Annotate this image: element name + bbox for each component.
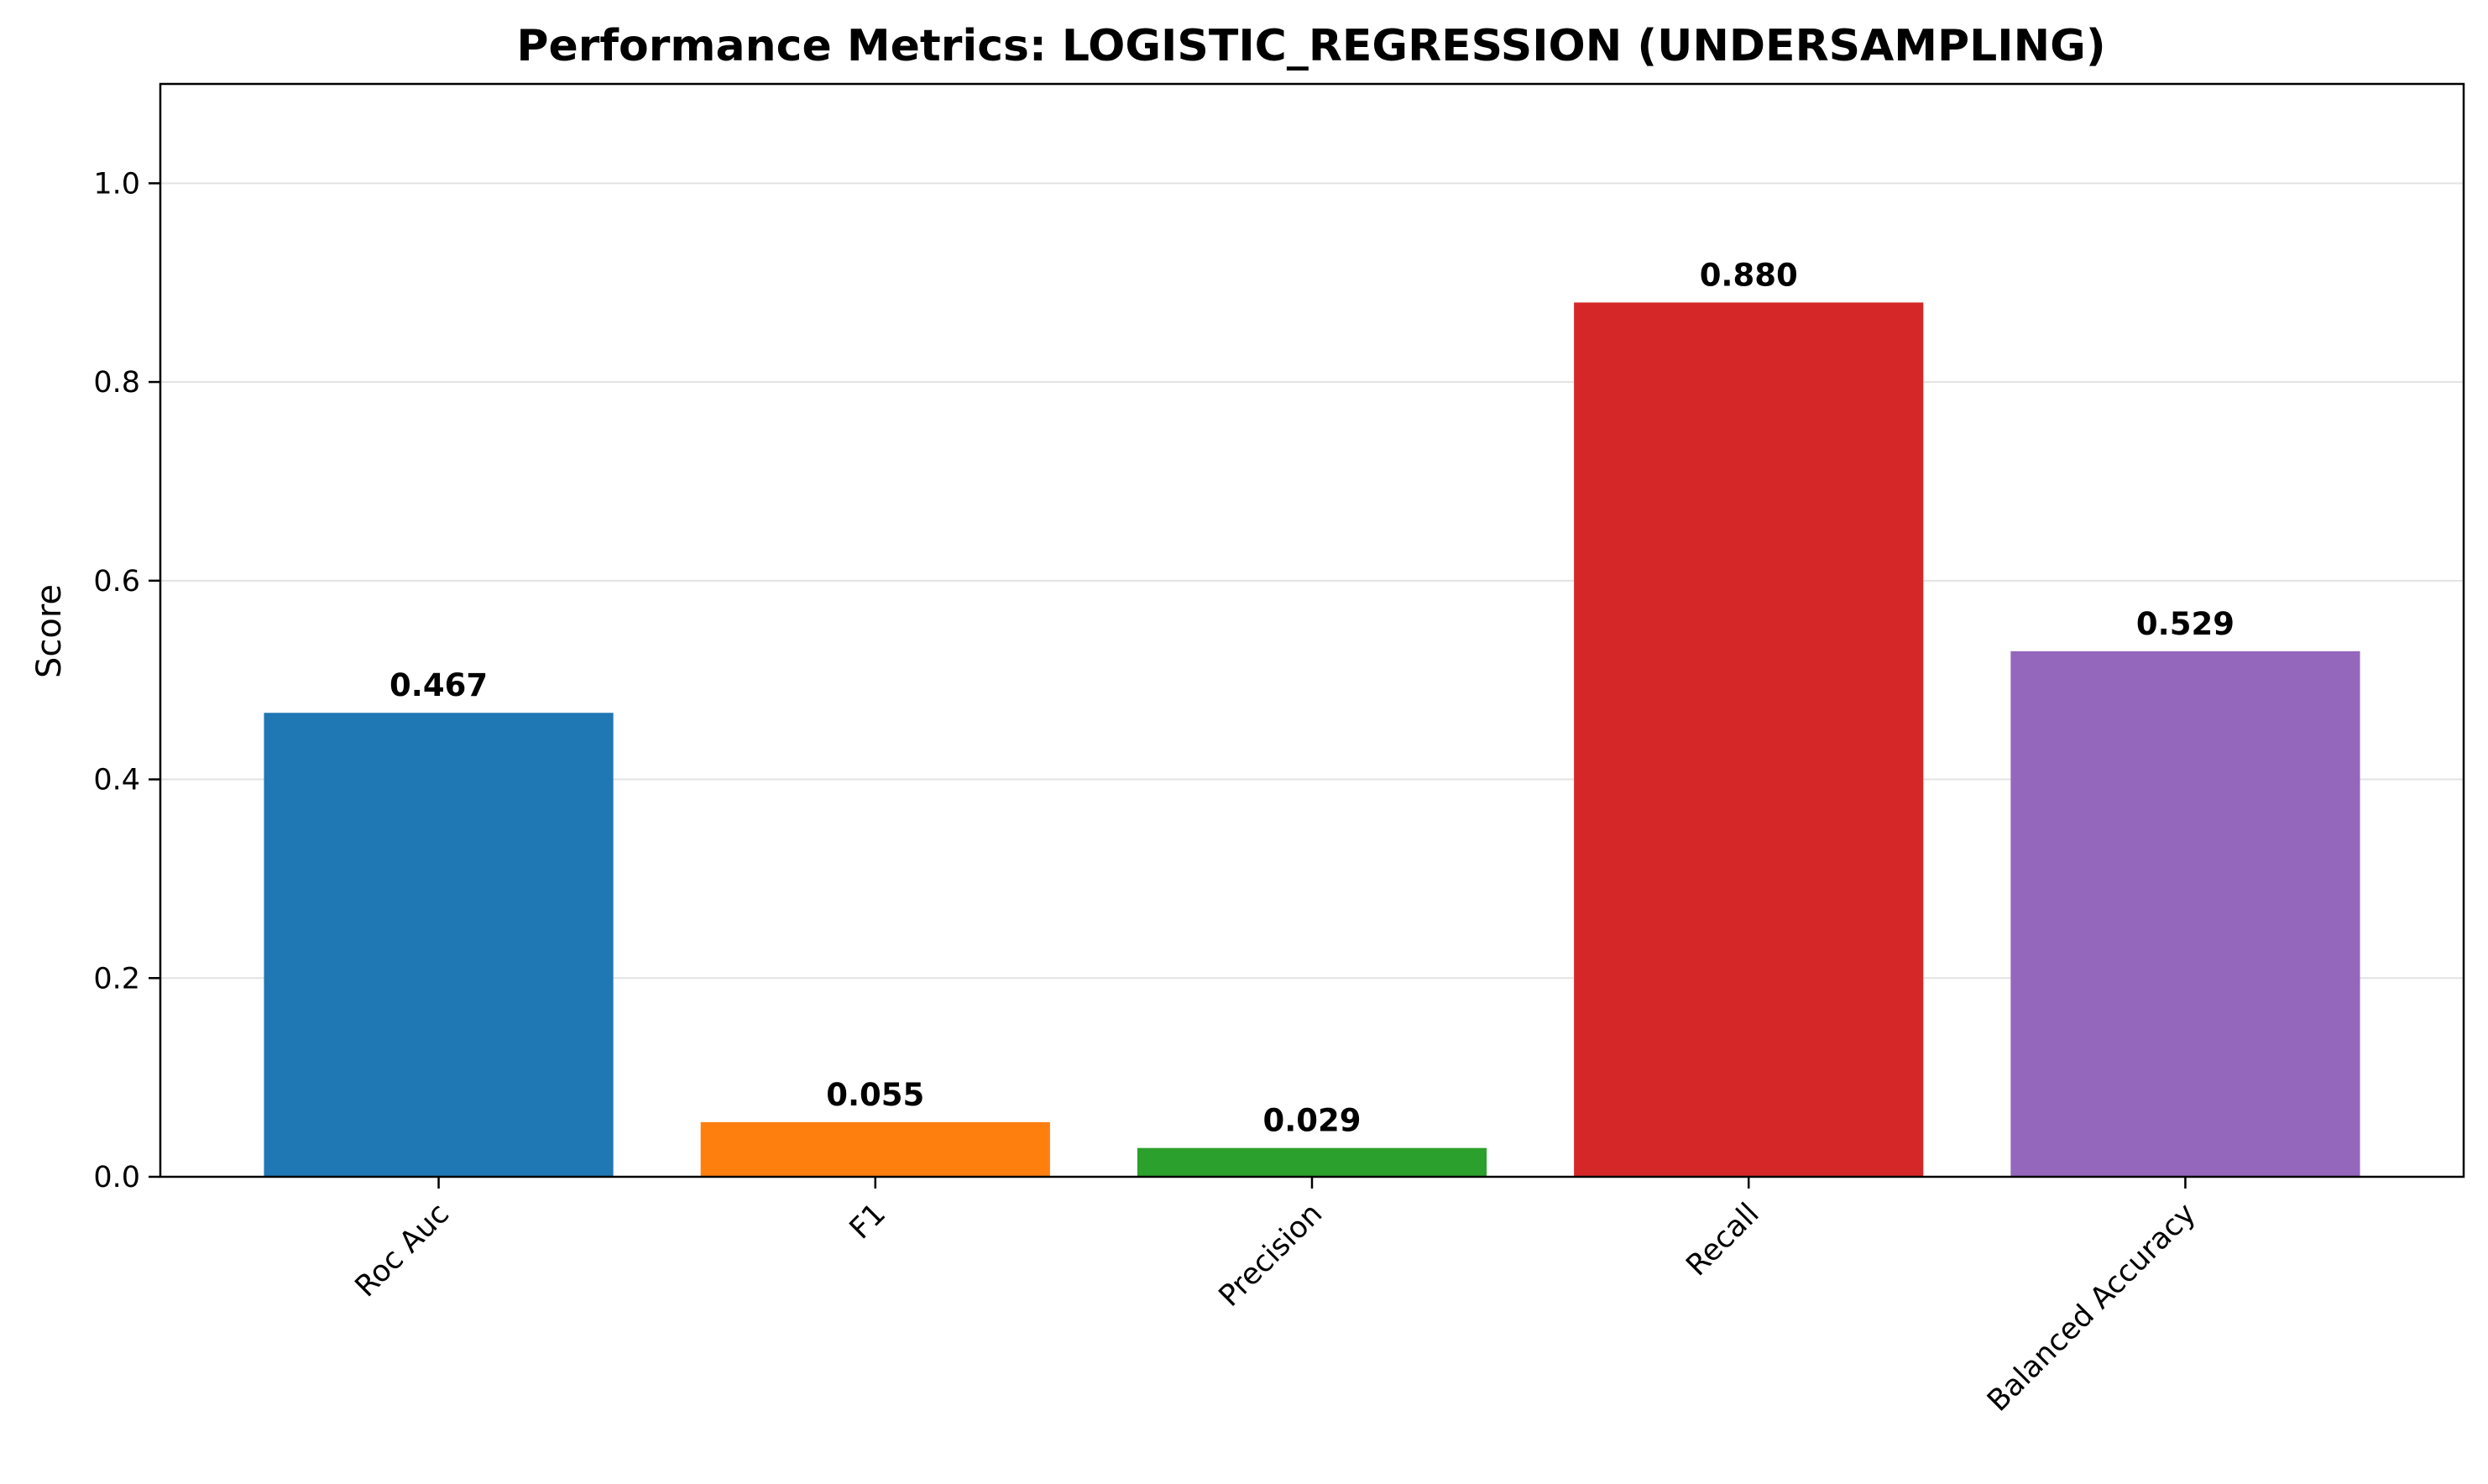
y-axis-label: Score bbox=[30, 584, 69, 678]
x-tick-label: Balanced Accuracy bbox=[1981, 1197, 2203, 1419]
x-axis: Roc Auc F1 Precision Recall Balanced Accurac… bbox=[349, 1177, 2203, 1419]
x-tick-label: F1 bbox=[844, 1197, 892, 1246]
x-tick-label: Precision bbox=[1213, 1197, 1330, 1314]
y-tick-label: 0.4 bbox=[93, 764, 140, 797]
bar bbox=[1137, 1147, 1487, 1177]
bars bbox=[264, 302, 2360, 1177]
bar bbox=[1574, 302, 1924, 1177]
bar bbox=[264, 713, 614, 1177]
bar-value-label: 0.529 bbox=[2136, 606, 2234, 642]
bar-value-label: 0.029 bbox=[1262, 1103, 1361, 1139]
y-tick-label: 0.8 bbox=[93, 366, 140, 400]
y-tick-label: 0.6 bbox=[93, 565, 140, 598]
x-tick-label: Roc Auc bbox=[349, 1197, 456, 1304]
bar bbox=[2010, 651, 2360, 1177]
y-tick-label: 0.2 bbox=[93, 962, 140, 995]
bar-value-labels: 0.467 0.055 0.029 0.880 0.529 bbox=[389, 257, 2234, 1138]
y-tick-label: 1.0 bbox=[93, 167, 140, 201]
chart-title: Performance Metrics: LOGISTIC_REGRESSION… bbox=[516, 21, 2105, 71]
bar-value-label: 0.880 bbox=[1700, 257, 1798, 293]
x-tick-label: Recall bbox=[1680, 1197, 1765, 1283]
bar bbox=[700, 1121, 1050, 1177]
y-axis: 0.0 0.2 0.4 0.6 0.8 1.0 bbox=[93, 167, 160, 1194]
y-tick-label: 0.0 bbox=[93, 1161, 140, 1194]
bar-value-label: 0.467 bbox=[389, 667, 488, 703]
bar-value-label: 0.055 bbox=[826, 1077, 924, 1113]
